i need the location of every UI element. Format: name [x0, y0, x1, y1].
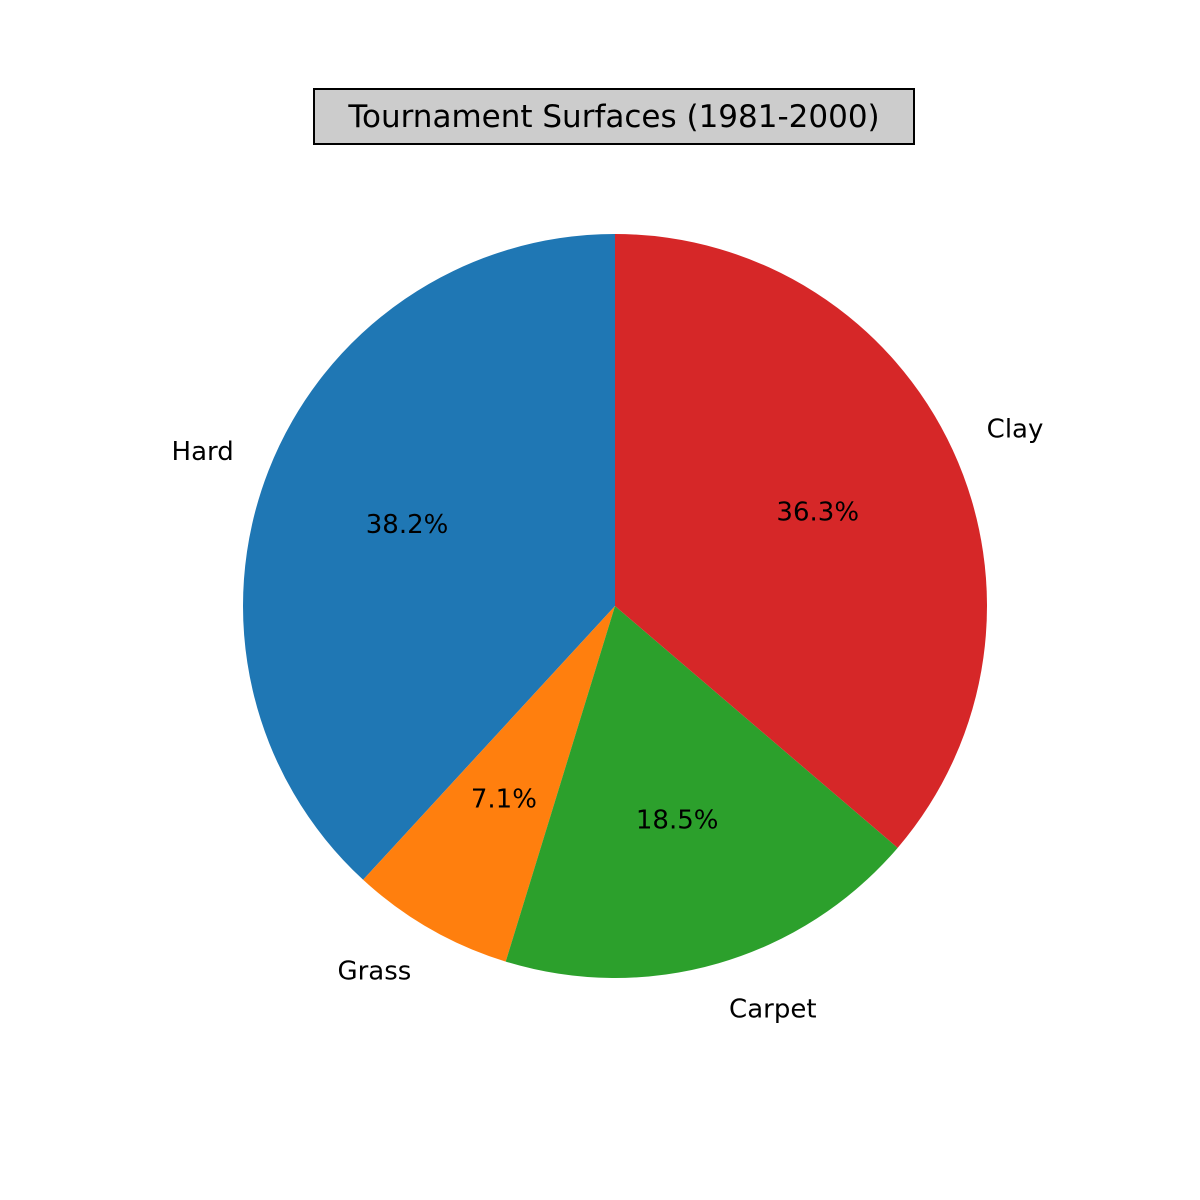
- percent-label-clay: 36.3%: [776, 498, 859, 528]
- percent-label-hard: 38.2%: [366, 510, 449, 540]
- pie-slice-carpet: [505, 606, 898, 978]
- pie-slice-clay: [615, 234, 987, 848]
- chart-title: Tournament Surfaces (1981-2000): [313, 88, 915, 145]
- slice-label-grass: Grass: [337, 956, 411, 986]
- slice-label-hard: Hard: [172, 437, 234, 467]
- pie-slices: [243, 234, 987, 978]
- slice-label-clay: Clay: [987, 414, 1044, 444]
- slice-label-carpet: Carpet: [729, 994, 816, 1024]
- pie-slice-grass: [363, 606, 615, 962]
- pie-labels: Hard 38.2% Grass 7.1% Carpet 18.5% Clay 36.3%: [172, 414, 1044, 1024]
- percent-label-carpet: 18.5%: [636, 805, 719, 835]
- pie-slice-hard: [243, 234, 616, 880]
- percent-label-grass: 7.1%: [471, 785, 537, 815]
